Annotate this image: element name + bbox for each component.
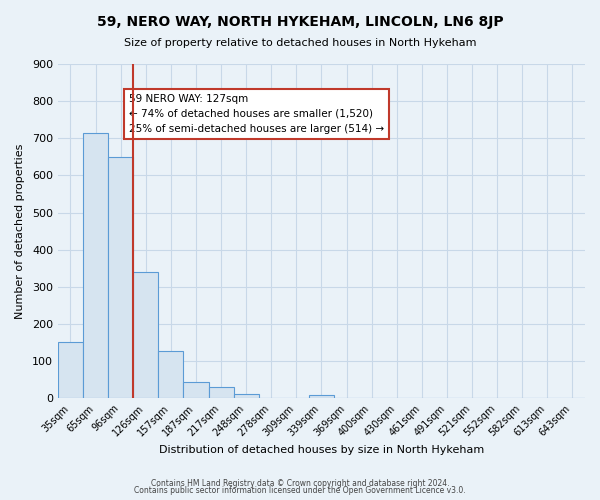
Bar bbox=[108, 157, 133, 398]
Text: 59, NERO WAY, NORTH HYKEHAM, LINCOLN, LN6 8JP: 59, NERO WAY, NORTH HYKEHAM, LINCOLN, LN… bbox=[97, 15, 503, 29]
Text: Contains HM Land Registry data © Crown copyright and database right 2024.: Contains HM Land Registry data © Crown c… bbox=[151, 478, 449, 488]
Text: Contains public sector information licensed under the Open Government Licence v3: Contains public sector information licen… bbox=[134, 486, 466, 495]
X-axis label: Distribution of detached houses by size in North Hykeham: Distribution of detached houses by size … bbox=[159, 445, 484, 455]
Text: 59 NERO WAY: 127sqm
← 74% of detached houses are smaller (1,520)
25% of semi-det: 59 NERO WAY: 127sqm ← 74% of detached ho… bbox=[129, 94, 384, 134]
Bar bbox=[309, 395, 334, 398]
Bar bbox=[209, 387, 233, 398]
Bar bbox=[58, 342, 83, 398]
Bar bbox=[158, 350, 184, 398]
Text: Size of property relative to detached houses in North Hykeham: Size of property relative to detached ho… bbox=[124, 38, 476, 48]
Bar bbox=[133, 272, 158, 398]
Bar bbox=[233, 394, 259, 398]
Bar bbox=[83, 132, 108, 398]
Y-axis label: Number of detached properties: Number of detached properties bbox=[15, 144, 25, 319]
Bar bbox=[184, 382, 209, 398]
